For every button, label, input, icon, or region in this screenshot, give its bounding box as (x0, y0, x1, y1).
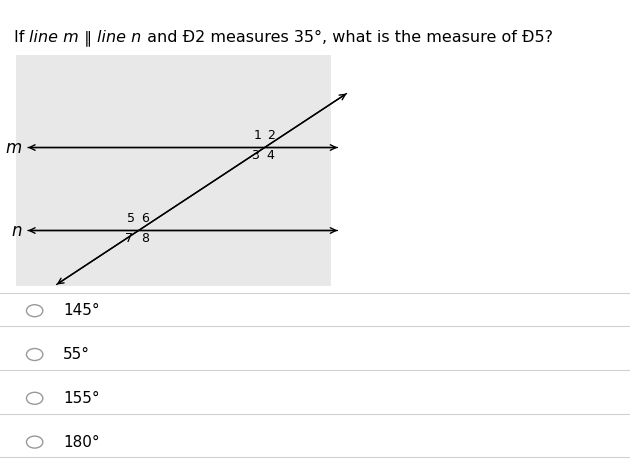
Text: 4: 4 (267, 149, 275, 162)
Text: 55°: 55° (63, 347, 90, 362)
Text: and Ð2 measures 35°, what is the measure of Ð5?: and Ð2 measures 35°, what is the measure… (142, 30, 553, 45)
Text: ∥: ∥ (79, 30, 98, 46)
Text: 1: 1 (253, 129, 261, 142)
Text: 8: 8 (141, 232, 149, 245)
Text: 2: 2 (267, 129, 275, 142)
Text: line m: line m (30, 30, 79, 45)
Text: 180°: 180° (63, 435, 100, 449)
Text: If: If (14, 30, 30, 45)
Text: 6: 6 (141, 212, 149, 225)
Text: 155°: 155° (63, 391, 100, 406)
Text: 7: 7 (125, 232, 133, 245)
Text: n: n (11, 221, 22, 240)
Text: m: m (6, 138, 22, 157)
Text: line n: line n (98, 30, 142, 45)
Text: 5: 5 (127, 212, 135, 225)
Text: 145°: 145° (63, 303, 100, 318)
Text: 3: 3 (251, 149, 259, 162)
